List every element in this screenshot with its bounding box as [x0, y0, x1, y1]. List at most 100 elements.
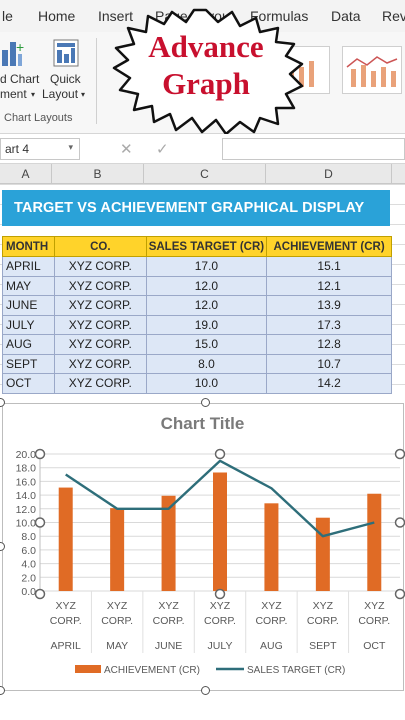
cell-achievement[interactable]: 12.1	[266, 275, 392, 296]
cell-sales-target[interactable]: 17.0	[145, 256, 268, 277]
x-tick-label: JUNE	[155, 640, 182, 652]
badge-line-2: Graph	[162, 66, 250, 101]
cell-sales-target[interactable]: 8.0	[145, 353, 268, 374]
cell-achievement[interactable]: 13.9	[266, 295, 392, 316]
cell-month[interactable]: AUG	[2, 334, 55, 355]
add-chart-element-button[interactable]: + d Chart ment ▾	[0, 36, 44, 104]
formula-input[interactable]	[222, 138, 405, 160]
plot-area-handle	[394, 448, 405, 460]
cell-achievement[interactable]: 14.2	[266, 373, 392, 394]
cell-sales-target[interactable]: 19.0	[145, 314, 268, 335]
quick-layout-label-1: Quick	[50, 72, 81, 86]
chart-resize-handle[interactable]	[0, 398, 5, 407]
header-cell-achievement[interactable]: ACHIEVEMENT (CR)	[266, 236, 392, 257]
column-header-d[interactable]: D	[266, 164, 392, 184]
x-tick-sublabel: CORP.	[358, 615, 390, 627]
cell-company[interactable]: XYZ CORP.	[53, 256, 147, 277]
quick-layout-icon	[53, 39, 79, 67]
x-tick-sublabel: CORP.	[50, 615, 82, 627]
cell-company[interactable]: XYZ CORP.	[53, 295, 147, 316]
cell-sales-target[interactable]: 10.0	[145, 373, 268, 394]
cell-month[interactable]: JULY	[2, 314, 55, 335]
cell-achievement[interactable]: 10.7	[266, 353, 392, 374]
chart-resize-handle[interactable]	[0, 542, 5, 551]
tab-review[interactable]: Rev	[382, 8, 405, 24]
tab-insert[interactable]: Insert	[98, 8, 134, 24]
chart-title[interactable]: Chart Title	[160, 414, 245, 433]
x-tick-sublabel: XYZ	[158, 600, 179, 612]
bar-oct	[367, 493, 382, 591]
x-tick-sublabel: XYZ	[261, 600, 282, 612]
table-header-row: MONTH CO. SALES TARGET (CR) ACHIEVEMENT …	[2, 236, 392, 257]
bar-june	[161, 495, 176, 591]
chart-resize-handle[interactable]	[201, 398, 210, 407]
chart-resize-handle[interactable]	[0, 686, 5, 695]
cell-month[interactable]: JUNE	[2, 295, 55, 316]
cell-month[interactable]: MAY	[2, 275, 55, 296]
tab-data[interactable]: Data	[331, 8, 361, 24]
cell-sales-target[interactable]: 12.0	[145, 295, 268, 316]
header-cell-month[interactable]: MONTH	[2, 236, 55, 257]
x-tick-label: AUG	[260, 640, 283, 652]
x-tick-sublabel: XYZ	[210, 600, 231, 612]
check-icon[interactable]: ✓	[156, 141, 169, 158]
cell-month[interactable]: APRIL	[2, 256, 55, 277]
tab-file[interactable]: le	[2, 8, 13, 24]
tab-formulas[interactable]: Formulas	[250, 8, 309, 24]
y-tick-label: 10.0	[16, 518, 37, 530]
bar-july	[213, 472, 227, 591]
column-header-a[interactable]: A	[0, 164, 52, 184]
chart-style-preview-icon	[346, 56, 398, 87]
x-tick-sublabel: XYZ	[364, 600, 385, 612]
y-tick-label: 14.0	[16, 490, 37, 502]
combo-chart[interactable]: 0.0 2.04.0 6.0 8.010.0 12.0 14.0 16.018.0 20.0 X…	[0, 440, 405, 690]
x-tick-sublabel: CORP.	[153, 615, 185, 627]
header-cell-company[interactable]: CO.	[53, 236, 147, 257]
cell-achievement[interactable]: 12.8	[266, 334, 392, 355]
name-box[interactable]: art 4 ▾	[0, 138, 80, 160]
plot-area-handle	[394, 588, 405, 600]
y-tick-label: 4.0	[21, 559, 36, 571]
cell-company[interactable]: XYZ CORP.	[53, 275, 147, 296]
cell-achievement[interactable]: 17.3	[266, 314, 392, 335]
sheet-banner-title[interactable]: TARGET VS ACHIEVEMENT GRAPHICAL DISPLAY	[2, 190, 390, 226]
x-tick-label: SEPT	[309, 640, 337, 652]
y-tick-label: 16.0	[16, 476, 37, 488]
ribbon-separator	[96, 38, 97, 124]
add-chart-element-label-2: ment	[0, 87, 27, 101]
quick-layout-label-2: Layout	[42, 87, 79, 101]
chart-resize-handle[interactable]	[201, 686, 210, 695]
quick-layout-button[interactable]: Quick Layout ▾	[42, 36, 94, 104]
cell-company[interactable]: XYZ CORP.	[53, 373, 147, 394]
x-tick-sublabel: CORP.	[101, 615, 133, 627]
cell-month[interactable]: OCT	[2, 373, 55, 394]
cell-month[interactable]: SEPT	[2, 353, 55, 374]
cell-sales-target[interactable]: 12.0	[145, 275, 268, 296]
table-row: MAY XYZ CORP. 12.0 12.1	[2, 275, 392, 296]
cell-company[interactable]: XYZ CORP.	[53, 334, 147, 355]
cell-sales-target[interactable]: 15.0	[145, 334, 268, 355]
cell-company[interactable]: XYZ CORP.	[53, 353, 147, 374]
cell-company[interactable]: XYZ CORP.	[53, 314, 147, 335]
column-headers: A B C D	[0, 164, 405, 184]
y-tick-label: 12.0	[16, 504, 37, 516]
table-row: AUG XYZ CORP. 15.0 12.8	[2, 334, 392, 355]
chart-style-thumbnail[interactable]	[342, 46, 402, 94]
x-tick-label: OCT	[363, 640, 386, 652]
svg-text:+: +	[16, 39, 24, 55]
cell-achievement[interactable]: 15.1	[266, 256, 392, 277]
legend-swatch-achievement	[75, 665, 101, 673]
badge-line-1: Advance	[148, 29, 264, 64]
header-cell-sales-target[interactable]: SALES TARGET (CR)	[145, 236, 268, 257]
add-chart-element-icon: +	[2, 39, 24, 66]
table-row: APRIL XYZ CORP. 17.0 15.1	[2, 256, 392, 277]
column-header-b[interactable]: B	[52, 164, 144, 184]
tab-home[interactable]: Home	[38, 8, 76, 24]
table-row: SEPT XYZ CORP. 8.0 10.7	[2, 353, 392, 374]
column-header-c[interactable]: C	[144, 164, 266, 184]
y-tick-label: 20.0	[16, 449, 37, 461]
x-tick-sublabel: XYZ	[56, 600, 77, 612]
cancel-icon[interactable]: ✕	[120, 141, 133, 158]
starburst-badge	[112, 8, 304, 136]
y-tick-label: 8.0	[21, 531, 36, 543]
